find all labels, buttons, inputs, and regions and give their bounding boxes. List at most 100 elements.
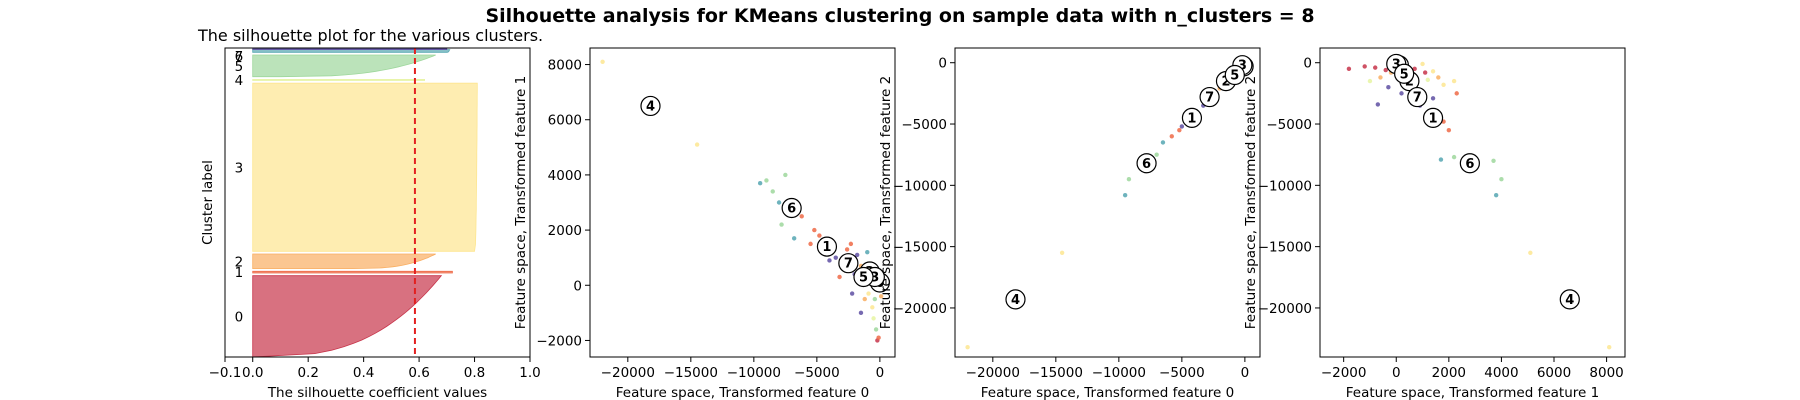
y-axis-label: Feature space, Transformed feature 1 bbox=[513, 76, 529, 329]
y-tick-label: 2000 bbox=[548, 223, 582, 239]
y-tick-label: −5000 bbox=[1266, 117, 1312, 133]
data-point bbox=[1383, 67, 1388, 73]
chart-feature1-vs-feature2: 01234567−200002000400060008000−20000−150… bbox=[1243, 47, 1626, 400]
data-point bbox=[878, 294, 884, 299]
data-point bbox=[1362, 64, 1367, 69]
x-tick-label: 0.8 bbox=[464, 365, 485, 381]
figure-suptitle: Silhouette analysis for KMeans clusterin… bbox=[485, 5, 1314, 27]
cluster-center-marker bbox=[1394, 63, 1415, 84]
y-tick-label: 0 bbox=[1303, 56, 1312, 72]
data-point bbox=[965, 344, 970, 350]
cluster-center-4: 4 bbox=[1559, 289, 1580, 310]
data-point bbox=[799, 214, 804, 219]
data-point bbox=[833, 255, 838, 260]
cluster-center-label: 2 bbox=[1221, 75, 1230, 90]
y-tick-label: 8000 bbox=[548, 58, 582, 74]
x-tick-label: −15000 bbox=[664, 365, 718, 381]
data-point bbox=[865, 249, 870, 255]
cluster-center-marker bbox=[1199, 86, 1220, 108]
data-point bbox=[1160, 140, 1166, 145]
cluster-center-label: 5 bbox=[1400, 67, 1409, 82]
cluster-center-marker bbox=[1459, 153, 1480, 174]
x-tick-label: 8000 bbox=[1589, 365, 1623, 381]
cluster-label-2: 2 bbox=[235, 254, 244, 270]
cluster-center-5: 5 bbox=[1394, 63, 1415, 84]
data-point bbox=[827, 258, 832, 263]
x-tick-label: 0.4 bbox=[353, 365, 374, 381]
cluster-center-marker bbox=[1422, 107, 1444, 128]
cluster-center-marker bbox=[838, 253, 859, 274]
cluster-center-7: 7 bbox=[1407, 86, 1428, 108]
silhouette-cluster-0 bbox=[252, 275, 443, 357]
y-tick-label: −10000 bbox=[893, 178, 947, 194]
y-tick-label: −2000 bbox=[536, 333, 582, 349]
x-tick-label: 0.2 bbox=[297, 365, 318, 381]
cluster-center-6: 6 bbox=[781, 197, 802, 219]
cluster-center-marker bbox=[853, 266, 874, 288]
data-point bbox=[817, 233, 822, 238]
x-tick-label: 4000 bbox=[1484, 365, 1518, 381]
cluster-center-label: 5 bbox=[1230, 68, 1239, 83]
data-point bbox=[1528, 250, 1533, 255]
y-tick-label: −20000 bbox=[1258, 301, 1312, 317]
axes-frame bbox=[589, 47, 896, 358]
x-tick-label: 6000 bbox=[1537, 365, 1571, 381]
data-point bbox=[1430, 69, 1436, 74]
x-tick-label: −2000 bbox=[1321, 365, 1367, 381]
cluster-center-6: 6 bbox=[1136, 153, 1157, 174]
data-point bbox=[1399, 91, 1404, 96]
data-point bbox=[1154, 152, 1159, 157]
x-tick-label: 1.0 bbox=[519, 365, 540, 381]
data-point bbox=[858, 310, 864, 316]
data-point bbox=[764, 178, 769, 183]
cluster-center-7: 7 bbox=[1199, 86, 1220, 108]
cluster-center-label: 1 bbox=[1429, 111, 1438, 126]
y-axis-label: Cluster label bbox=[200, 160, 216, 245]
cluster-center-marker bbox=[640, 95, 661, 117]
cluster-label-1: 1 bbox=[235, 265, 244, 281]
y-axis-label: Feature space, Transformed feature 2 bbox=[1243, 76, 1259, 329]
cluster-label-6: 6 bbox=[235, 49, 244, 65]
cluster-center-label: 3 bbox=[870, 270, 879, 285]
data-point bbox=[1499, 177, 1504, 182]
silhouette-plot-title: The silhouette plot for the various clus… bbox=[197, 26, 543, 45]
cluster-center-label: 6 bbox=[1465, 157, 1474, 172]
data-point bbox=[1420, 61, 1425, 67]
data-point bbox=[1446, 127, 1452, 133]
cluster-center-marker bbox=[1559, 289, 1580, 310]
silhouette-cluster-1 bbox=[252, 270, 453, 274]
x-tick-label: 0.6 bbox=[408, 365, 429, 381]
cluster-center-label: 6 bbox=[1142, 157, 1151, 172]
y-tick-label: −20000 bbox=[893, 301, 947, 317]
data-point bbox=[862, 296, 867, 302]
x-tick-label: 0 bbox=[1392, 365, 1401, 381]
silhouette-cluster-7 bbox=[252, 48, 448, 50]
chart-feature0-vs-feature2: 01234567−20000−15000−10000−50000−20000−1… bbox=[878, 47, 1261, 400]
data-point bbox=[1346, 66, 1352, 72]
cluster-center-label: 1 bbox=[822, 240, 831, 255]
data-point bbox=[1425, 77, 1431, 83]
axes-frame bbox=[1319, 47, 1626, 358]
cluster-center-label: 5 bbox=[859, 270, 868, 285]
cluster-center-label: 4 bbox=[1011, 293, 1020, 308]
data-point bbox=[1386, 85, 1391, 90]
silhouette-cluster-5 bbox=[252, 54, 436, 78]
y-tick-label: −15000 bbox=[893, 240, 947, 256]
x-tick-label: −20000 bbox=[601, 365, 655, 381]
cluster-center-marker bbox=[1224, 64, 1245, 86]
x-tick-label: −10000 bbox=[1092, 365, 1146, 381]
cluster-center-label: 7 bbox=[1413, 91, 1422, 106]
data-point bbox=[770, 189, 775, 194]
cluster-center-5: 5 bbox=[853, 266, 874, 288]
cluster-center-label: 4 bbox=[1565, 293, 1574, 308]
cluster-label-7: 7 bbox=[235, 49, 244, 65]
data-point bbox=[1454, 91, 1459, 96]
x-tick-label: 0.0 bbox=[242, 365, 263, 381]
data-point bbox=[1179, 124, 1185, 129]
x-tick-label: −5000 bbox=[794, 365, 840, 381]
data-point bbox=[791, 236, 797, 241]
cluster-center-1: 1 bbox=[1181, 107, 1203, 128]
y-tick-label: −5000 bbox=[901, 117, 947, 133]
